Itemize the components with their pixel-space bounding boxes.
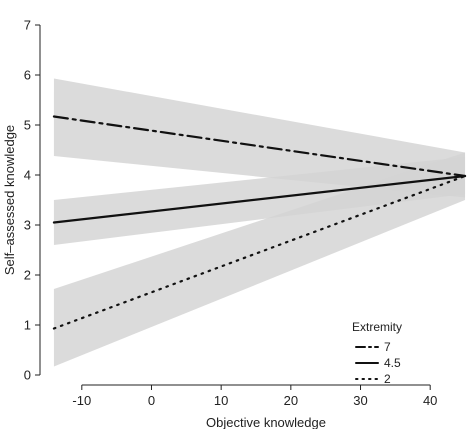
axes: 0 1 2 3 4 5 6 7 -10 0 10 20 30 40	[24, 18, 438, 409]
confidence-band-4.5	[53, 157, 466, 245]
x-tick-label: 10	[214, 393, 228, 408]
legend-label: 2	[384, 372, 391, 386]
y-tick-label: 3	[24, 218, 31, 233]
x-tick-label: 40	[423, 393, 437, 408]
y-tick-label: 5	[24, 118, 31, 133]
confidence-band-2	[53, 152, 466, 367]
confidence-band-7	[53, 78, 466, 198]
x-tick-label: 20	[284, 393, 298, 408]
x-tick-label: -10	[72, 393, 91, 408]
y-tick-label: 6	[24, 68, 31, 83]
series-lines	[52, 115, 467, 330]
confidence-bands	[53, 78, 466, 367]
legend-title: Extremity	[352, 320, 402, 334]
x-tick-label: 30	[353, 393, 367, 408]
y-tick-label: 1	[24, 318, 31, 333]
y-ticks: 0 1 2 3 4 5 6 7	[24, 18, 40, 383]
y-axis-title: Self–assessed knowledge	[2, 125, 17, 275]
x-axis-title: Objective knowledge	[206, 415, 326, 429]
series-line-4.5	[52, 174, 467, 224]
y-tick-label: 2	[24, 268, 31, 283]
legend-label: 4.5	[384, 356, 401, 370]
y-tick-label: 7	[24, 18, 31, 33]
series-line-2	[52, 174, 467, 330]
y-tick-label: 0	[24, 368, 31, 383]
legend-label: 7	[384, 340, 391, 354]
legend: Extremity 7 4.5 2	[352, 320, 402, 386]
series-line-7	[52, 115, 467, 178]
x-tick-label: 0	[148, 393, 155, 408]
y-tick-label: 4	[24, 168, 31, 183]
x-ticks: -10 0 10 20 30 40	[72, 385, 437, 408]
